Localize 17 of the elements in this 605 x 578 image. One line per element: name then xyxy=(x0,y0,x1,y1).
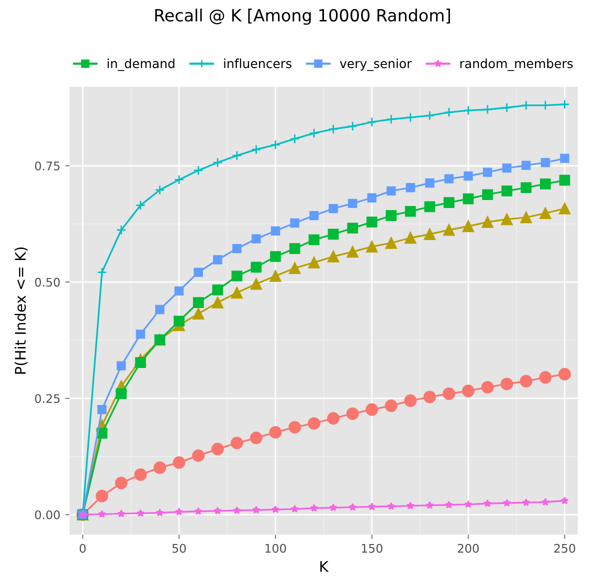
x-tick-label: 200 xyxy=(458,544,479,553)
x-tick-label: 50 xyxy=(172,544,186,553)
y-tick-label: 0.50 xyxy=(35,278,60,287)
legend-label: in_demand xyxy=(108,58,174,71)
legend-label: random_members xyxy=(460,58,573,71)
y-tick-label: 0.75 xyxy=(35,162,60,170)
x-axis-title: K xyxy=(320,561,329,572)
legend-label: very_senior xyxy=(340,58,412,71)
x-tick-label: 0 xyxy=(80,544,86,553)
x-tick-label: 250 xyxy=(554,544,576,553)
x-tick-label: 150 xyxy=(362,544,382,553)
y-axis-title: P(Hit Index <= K) xyxy=(14,247,28,374)
y-tick-label: 0.00 xyxy=(35,510,60,520)
legend-label: influencers xyxy=(224,58,292,68)
chart-title: Recall @ K [Among 10000 Random] xyxy=(155,8,450,25)
y-tick-label: 0.25 xyxy=(35,394,60,404)
x-tick-label: 100 xyxy=(266,544,286,553)
